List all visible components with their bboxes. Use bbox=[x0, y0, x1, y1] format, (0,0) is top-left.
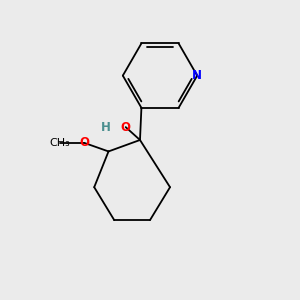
Text: O: O bbox=[79, 136, 89, 149]
Text: N: N bbox=[192, 69, 202, 82]
Text: H: H bbox=[101, 121, 111, 134]
Text: O: O bbox=[121, 121, 131, 134]
Text: CH₃: CH₃ bbox=[50, 138, 70, 148]
